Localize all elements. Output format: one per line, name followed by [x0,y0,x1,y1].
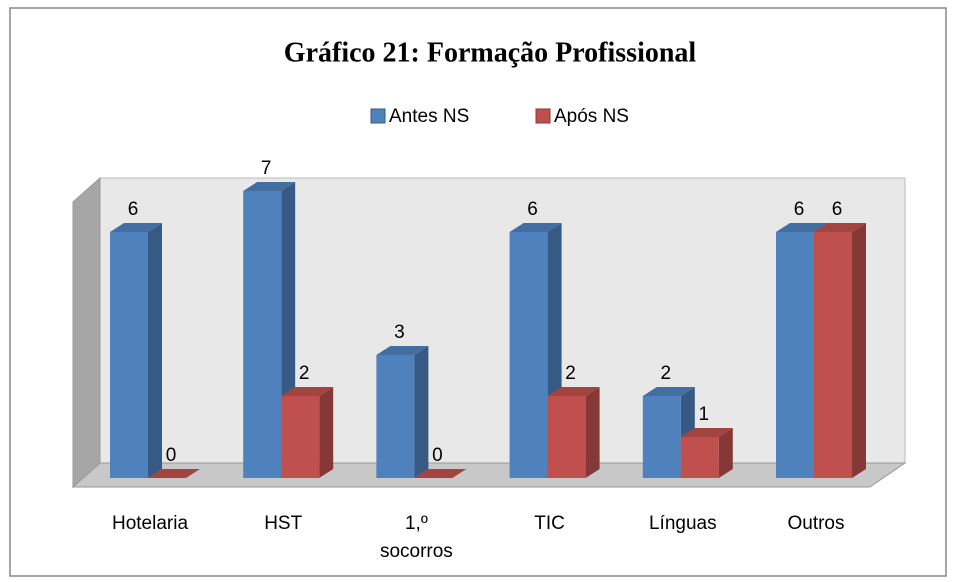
value-label: 0 [432,445,443,466]
value-label: 3 [394,322,405,343]
x-tick-label: Línguas [648,513,717,534]
bar-face [814,223,866,232]
bar-face [376,355,415,478]
bar [414,469,467,478]
value-label: 2 [661,363,672,384]
bar-face [852,223,866,478]
bar [110,223,162,478]
value-label: 6 [128,199,139,220]
bar [680,428,733,478]
bar-face [414,469,467,478]
value-label: 7 [261,158,272,179]
bar-face [718,428,733,478]
bar-face [281,387,334,396]
bar-face [243,182,296,191]
value-label: 0 [166,445,177,466]
bar-face [243,191,282,478]
value-label: 6 [527,199,538,220]
bar-face [776,232,814,478]
bar-face [509,223,562,232]
bar [814,223,866,478]
legend-swatch [535,108,551,124]
bar-face [547,396,586,478]
chart-title: Gráfico 21: Formação Profissional [284,37,697,68]
bar-face [814,232,852,478]
legend-swatch [370,108,386,124]
bar-face [547,387,600,396]
bar-face [110,232,148,478]
bar-face [414,346,429,478]
side-wall [72,176,101,489]
bar-face [376,346,429,355]
bar-face [776,223,828,232]
x-tick-label: TIC [534,513,565,534]
bar-face [680,437,719,478]
value-label: 2 [299,363,310,384]
bar-face [281,396,320,478]
bar [281,387,334,478]
bar-face [110,223,162,232]
bar-face [585,387,600,478]
bar-face [148,223,162,478]
x-tick-label: Hotelaria [111,513,189,534]
legend-label: Antes NS [389,106,469,127]
bar [547,387,600,478]
value-label: 2 [565,363,576,384]
bar-face [319,387,334,478]
x-tick-label: HST [264,513,303,534]
bar-face [642,387,695,396]
bar-face [680,428,733,437]
x-tick-label: 1,º socorros [379,513,453,562]
bar-face [642,396,681,478]
x-tick-label: Outros [787,513,845,534]
bar [148,469,200,478]
value-label: 6 [832,199,843,220]
bar-face [509,232,548,478]
value-label: 6 [794,199,805,220]
bar [376,346,429,478]
legend-label: Após NS [554,106,629,127]
value-label: 1 [699,404,710,425]
bar-face [148,469,200,478]
